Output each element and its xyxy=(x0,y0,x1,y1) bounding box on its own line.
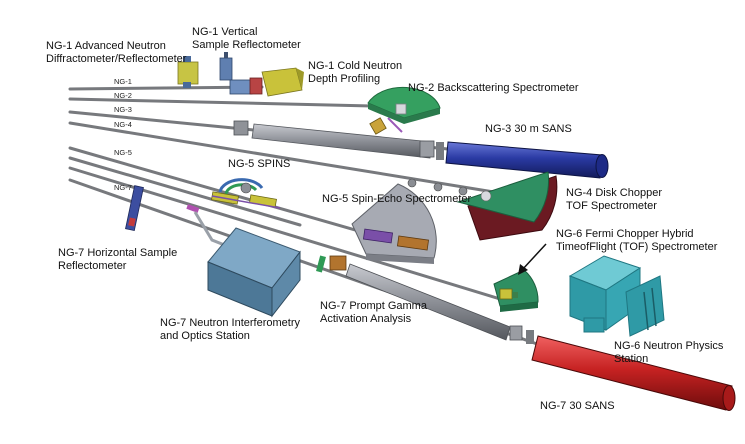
ng4-disk-chopper-instrument xyxy=(407,171,558,241)
guide-ng5a xyxy=(68,146,392,242)
ng2-backscattering-instrument xyxy=(367,86,441,135)
guide-label-ng7: NG-7 xyxy=(114,183,132,192)
label-ng1-advanced-diffractometer: NG-1 Advanced Neutron Diffractometer/Ref… xyxy=(46,40,187,65)
label-ng3-sans: NG-3 30 m SANS xyxy=(485,123,572,135)
guide-ng4 xyxy=(68,121,502,195)
ng3-sans-instrument xyxy=(233,120,609,179)
guide-ng6 xyxy=(68,166,522,307)
label-ng2-backscattering: NG-2 Backscattering Spectrometer xyxy=(408,82,579,94)
label-ng1-vertical-reflectometer: NG-1 Vertical Sample Reflectometer xyxy=(192,26,301,51)
ng6-fermi-chopper-instrument xyxy=(493,269,539,312)
ng7-sans-instrument xyxy=(531,335,736,411)
label-ng4-disk-chopper: NG-4 Disk Chopper TOF Spectrometer xyxy=(566,187,662,212)
label-ng5-spin-echo: NG-5 Spin-Echo Spectrometer xyxy=(322,193,472,205)
guide-ng5b xyxy=(68,156,302,227)
guide-label-ng1: NG-1 xyxy=(114,77,132,86)
ng6-physics-station xyxy=(568,255,665,337)
guide-label-ng3: NG-3 xyxy=(114,105,132,114)
label-ng7-horizontal-reflectometer: NG-7 Horizontal Sample Reflectometer xyxy=(58,247,178,272)
ng7-prompt-gamma-instrument xyxy=(316,255,534,344)
fermi-pointer-arrow xyxy=(518,243,547,275)
guide-label-ng5: NG-5 xyxy=(114,148,132,157)
guide-ng2 xyxy=(68,97,374,108)
ng5-spin-echo-instrument xyxy=(351,183,437,264)
ng1-instruments xyxy=(177,52,304,97)
label-ng6-fermi-chopper: NG-6 Fermi Chopper Hybrid TimeofFlight (… xyxy=(556,228,718,253)
label-ng1-cold-neutron-depth: NG-1 Cold Neutron Depth Profiling xyxy=(308,60,403,85)
label-ng5-spins: NG-5 SPINS xyxy=(228,158,291,170)
label-ng7-sans: NG-7 30 SANS xyxy=(540,400,615,412)
ng7-interferometry-station xyxy=(207,227,301,318)
label-ng7-prompt-gamma: NG-7 Prompt Gamma Activation Analysis xyxy=(320,300,427,325)
guide-label-ng4: NG-4 xyxy=(114,120,132,129)
ng5-spins-instrument xyxy=(211,178,281,209)
label-ng7-interferometry: NG-7 Neutron Interferometry and Optics S… xyxy=(160,317,300,342)
guide-label-ng2: NG-2 xyxy=(114,91,132,100)
neutron-guides xyxy=(68,85,542,347)
label-ng6-physics-station: NG-6 Neutron Physics Station xyxy=(614,340,724,365)
